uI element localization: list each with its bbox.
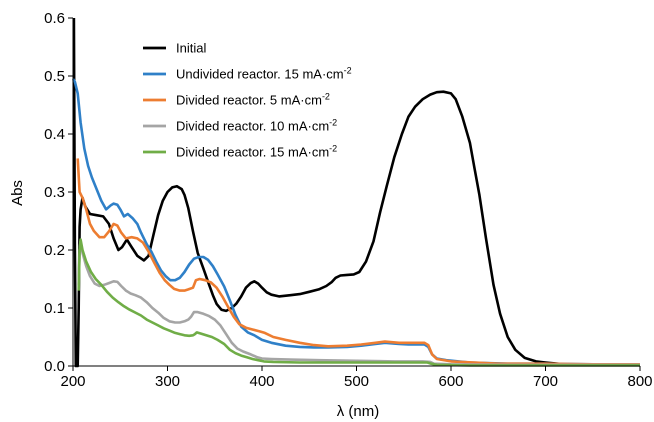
legend: Initial Undivided reactor. 15 mA·cm-2 Divi…	[143, 41, 352, 160]
ticks-layer: 200 300 400 500 600 700 800 0.0 0.1 0.2 0.3 0.4 0.5 0…	[44, 10, 652, 390]
y-tick-label: 0.2	[44, 242, 65, 259]
series-line-0	[72, 17, 640, 368]
legend-label-3: Divided reactor. 10 mA·cm-2	[176, 118, 337, 134]
legend-label-4: Divided reactor. 15 mA·cm-2	[176, 144, 337, 160]
legend-label-1: Undivided reactor. 15 mA·cm-2	[176, 66, 352, 82]
y-tick-label: 0.1	[44, 300, 65, 317]
x-tick-label: 200	[60, 373, 85, 390]
series-line-2	[76, 158, 640, 366]
x-tick-label: 400	[249, 373, 274, 390]
y-tick-label: 0.3	[44, 184, 65, 201]
x-tick-label: 800	[627, 373, 652, 390]
x-axis-title: λ (nm)	[337, 403, 380, 420]
y-tick-label: 0.0	[44, 358, 65, 375]
x-tick-label: 600	[438, 373, 463, 390]
legend-label-0: Initial	[176, 41, 206, 56]
y-tick-label: 0.6	[44, 10, 65, 27]
x-tick-label: 300	[155, 373, 180, 390]
legend-label-2: Divided reactor. 5 mA·cm-2	[176, 92, 330, 108]
series-line-1	[71, 78, 640, 366]
y-tick-label: 0.4	[44, 126, 65, 143]
y-tick-label: 0.5	[44, 68, 65, 85]
series-layer	[71, 17, 640, 368]
series-line-3	[77, 240, 640, 367]
x-tick-label: 700	[533, 373, 558, 390]
series-line-4	[77, 238, 640, 367]
y-axis-title: Abs	[9, 180, 26, 206]
x-tick-label: 500	[344, 373, 369, 390]
